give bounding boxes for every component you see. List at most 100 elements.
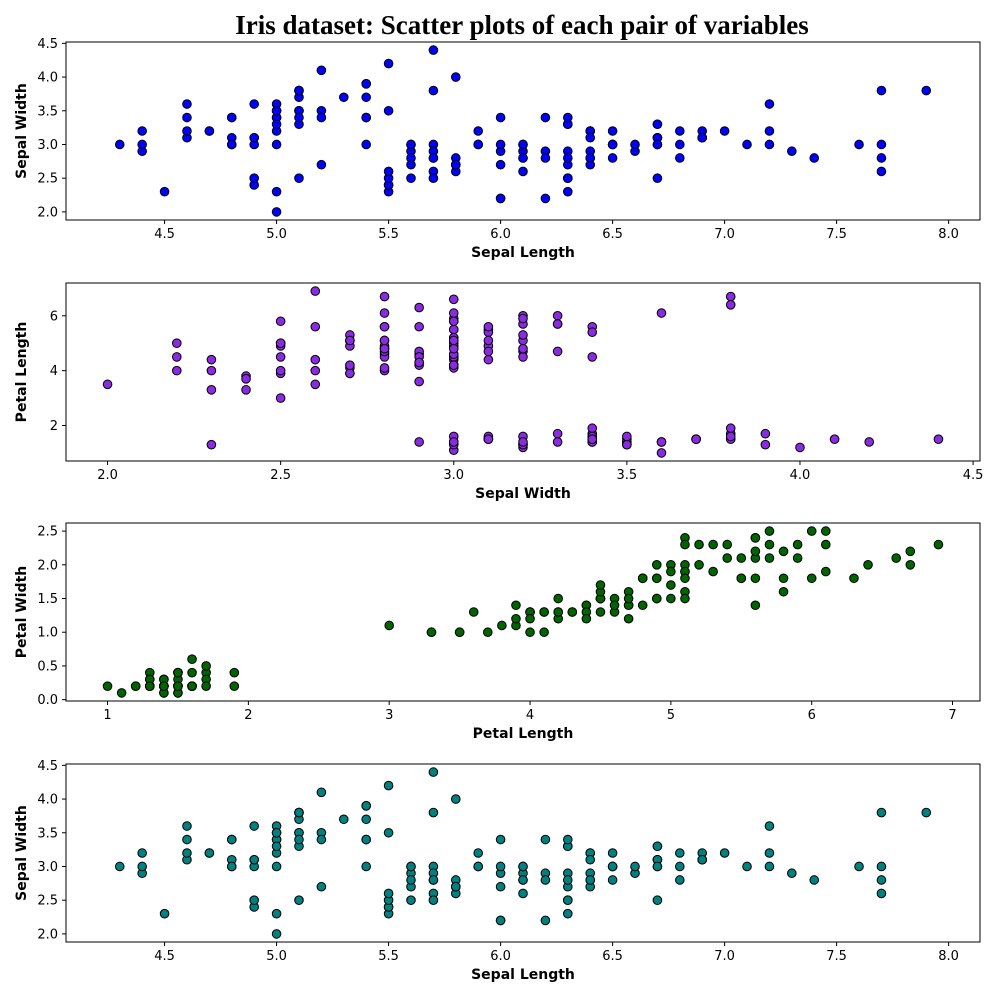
scatter-point — [750, 533, 761, 543]
scatter-point — [275, 316, 286, 327]
scatter-point — [206, 385, 217, 395]
scatter-point — [249, 895, 259, 906]
scatter-point — [637, 600, 648, 611]
scatter-point — [607, 139, 618, 150]
scatter-point — [680, 539, 690, 550]
scatter-point — [540, 112, 551, 123]
scatter-point — [764, 99, 775, 109]
scatter-point — [820, 566, 831, 577]
scatter-point — [722, 539, 733, 550]
scatter-point — [428, 173, 439, 183]
y-tick-label: 2.0 — [37, 558, 58, 573]
scatter-point — [854, 861, 864, 872]
scatter-point — [675, 848, 685, 858]
scatter-point — [552, 428, 563, 439]
scatter-point — [563, 112, 573, 123]
x-axis-label: Sepal Length — [471, 967, 575, 983]
scatter-point — [428, 767, 439, 777]
scatter-point — [820, 526, 831, 536]
scatter-point — [182, 126, 192, 136]
x-tick-label: 3.5 — [617, 468, 638, 483]
scatter-point — [361, 834, 371, 845]
x-tick-label: 5.0 — [266, 949, 287, 964]
scatter-point — [587, 352, 598, 362]
scatter-point — [406, 875, 416, 885]
scatter-point — [876, 875, 887, 885]
scatter-point — [271, 186, 282, 197]
y-tick-label: 2.5 — [37, 894, 58, 909]
scatter-point — [448, 294, 459, 305]
x-tick-label: 5.5 — [378, 227, 399, 242]
scatter-point — [249, 854, 259, 865]
scatter-point — [171, 365, 182, 376]
scatter-point — [271, 119, 282, 130]
scatter-point — [622, 439, 632, 450]
y-tick-label: 2.0 — [37, 927, 58, 942]
scatter-point — [204, 126, 215, 136]
scatter-point — [483, 354, 494, 365]
scatter-point — [694, 560, 704, 570]
scatter-point — [933, 539, 944, 550]
scatter-point — [760, 439, 771, 450]
scatter-point — [294, 173, 304, 183]
scatter-point — [159, 681, 169, 691]
scatter-point — [697, 132, 708, 143]
scatter-point — [316, 787, 327, 798]
scatter-point — [182, 821, 192, 831]
scatter-point — [275, 365, 286, 376]
scatter-point — [137, 126, 147, 136]
scatter-point — [379, 363, 390, 373]
scatter-point — [933, 434, 944, 445]
scatter-point — [864, 437, 875, 447]
scatter-point — [607, 848, 618, 858]
scatter-point — [406, 153, 416, 163]
scatter-point — [316, 834, 327, 845]
scatter-point — [450, 159, 461, 170]
scatter-point — [182, 848, 192, 858]
scatter-point — [563, 173, 573, 183]
scatter-point — [383, 58, 394, 69]
y-tick-label: 4.0 — [37, 793, 58, 808]
scatter-point — [294, 834, 304, 845]
x-tick-label: 2.5 — [270, 468, 291, 483]
scatter-point — [137, 139, 147, 150]
scatter-point — [792, 539, 803, 550]
y-axis-label: Sepal Width — [14, 805, 30, 901]
scatter-point — [876, 166, 887, 177]
scatter-point — [585, 875, 596, 885]
y-tick-label: 4.0 — [37, 71, 58, 86]
scatter-point — [742, 861, 752, 872]
scatter-point — [414, 321, 424, 332]
scatter-point — [249, 99, 259, 109]
y-tick-label: 3.5 — [37, 826, 58, 841]
scatter-point — [383, 780, 394, 791]
scatter-point — [473, 848, 484, 858]
scatter-point — [206, 439, 217, 450]
scatter-point — [778, 546, 789, 557]
scatter-point — [656, 437, 667, 447]
scatter-point — [630, 861, 640, 872]
x-axis-label: Sepal Width — [475, 486, 571, 502]
scatter-point — [587, 327, 598, 338]
scatter-panel-2: 2.0 2.5 3.0 3.5 4.0 4.5 2 4 6 Sepal Width Petal Le… — [14, 282, 983, 502]
scatter-point — [651, 573, 662, 584]
scatter-point — [540, 834, 551, 845]
scatter-point — [736, 553, 747, 563]
scatter-point — [495, 139, 506, 150]
scatter-point — [187, 654, 197, 665]
scatter-point — [345, 360, 355, 370]
scatter-point — [764, 126, 775, 136]
scatter-point — [675, 875, 685, 885]
scatter-point — [338, 92, 349, 103]
scatter-point — [249, 821, 259, 831]
scatter-point — [249, 132, 259, 143]
scatter-point — [540, 193, 551, 204]
scatter-point — [379, 343, 390, 354]
y-tick-label: 1.0 — [37, 626, 58, 641]
scatter-point — [448, 308, 459, 318]
scatter-point — [497, 620, 507, 631]
scatter-point — [563, 895, 573, 906]
scatter-point — [379, 321, 390, 332]
scatter-point — [539, 607, 549, 617]
scatter-point — [275, 393, 286, 403]
